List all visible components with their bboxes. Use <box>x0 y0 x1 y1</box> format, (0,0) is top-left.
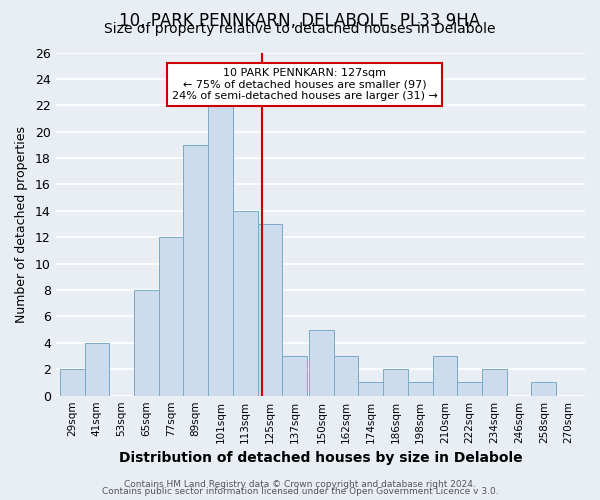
Bar <box>532 382 556 396</box>
Bar <box>158 238 184 396</box>
Bar <box>85 343 109 396</box>
Bar <box>134 290 158 396</box>
Text: 10, PARK PENNKARN, DELABOLE, PL33 9HA: 10, PARK PENNKARN, DELABOLE, PL33 9HA <box>119 12 481 30</box>
Bar <box>457 382 482 396</box>
Bar <box>482 370 507 396</box>
Text: Contains public sector information licensed under the Open Government Licence v : Contains public sector information licen… <box>101 488 499 496</box>
Bar <box>433 356 457 396</box>
X-axis label: Distribution of detached houses by size in Delabole: Distribution of detached houses by size … <box>119 451 522 465</box>
Bar <box>233 211 257 396</box>
Bar <box>358 382 383 396</box>
Bar <box>383 370 408 396</box>
Bar <box>334 356 358 396</box>
Bar <box>282 356 307 396</box>
Bar <box>408 382 433 396</box>
Text: 10 PARK PENNKARN: 127sqm
← 75% of detached houses are smaller (97)
24% of semi-d: 10 PARK PENNKARN: 127sqm ← 75% of detach… <box>172 68 437 101</box>
Y-axis label: Number of detached properties: Number of detached properties <box>15 126 28 322</box>
Text: Size of property relative to detached houses in Delabole: Size of property relative to detached ho… <box>104 22 496 36</box>
Text: Contains HM Land Registry data © Crown copyright and database right 2024.: Contains HM Land Registry data © Crown c… <box>124 480 476 489</box>
Bar <box>208 106 233 396</box>
Bar <box>257 224 282 396</box>
Bar <box>60 370 85 396</box>
Bar <box>309 330 334 396</box>
Bar <box>184 145 208 396</box>
